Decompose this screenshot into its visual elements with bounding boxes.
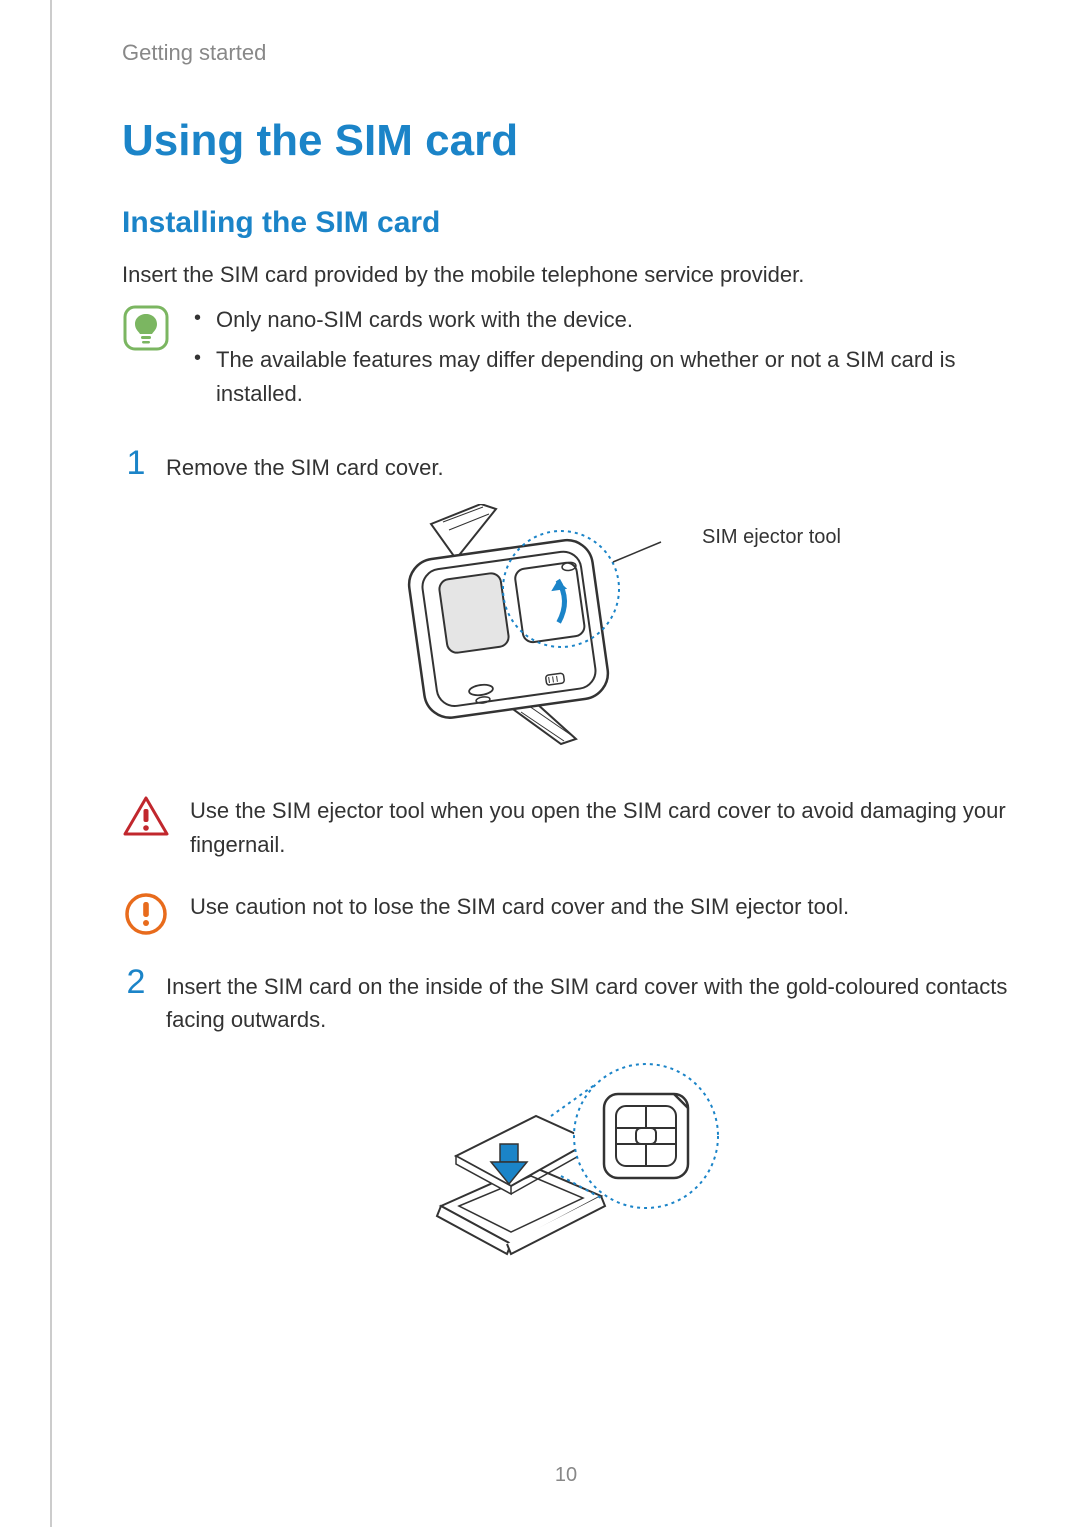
- sim-insert-illustration: [401, 1056, 731, 1286]
- figure-sim-insert: [122, 1056, 1010, 1286]
- step-number: 1: [122, 445, 150, 482]
- step-2: 2 Insert the SIM card on the inside of t…: [122, 964, 1010, 1036]
- note-icon: [122, 303, 170, 351]
- step-number: 2: [122, 964, 150, 1001]
- info-bullet: Only nano-SIM cards work with the device…: [190, 303, 1010, 337]
- caution-text: Use caution not to lose the SIM card cov…: [190, 890, 1010, 924]
- step-text: Remove the SIM card cover.: [166, 445, 1010, 484]
- caution-note: Use caution not to lose the SIM card cov…: [122, 890, 1010, 936]
- warning-text: Use the SIM ejector tool when you open t…: [190, 794, 1010, 862]
- step-1: 1 Remove the SIM card cover.: [122, 445, 1010, 484]
- caution-icon: [122, 890, 170, 936]
- page-title: Using the SIM card: [122, 116, 1010, 166]
- manual-page: Getting started Using the SIM card Insta…: [50, 0, 1080, 1527]
- intro-paragraph: Insert the SIM card provided by the mobi…: [122, 258, 1010, 291]
- callout-sim-ejector: SIM ejector tool: [702, 526, 841, 549]
- section-title: Installing the SIM card: [122, 206, 1010, 240]
- page-number: 10: [52, 1464, 1080, 1487]
- warning-icon: [122, 794, 170, 838]
- info-bullet: The available features may differ depend…: [190, 343, 1010, 411]
- info-note: Only nano-SIM cards work with the device…: [122, 303, 1010, 417]
- figure-sim-cover: SIM ejector tool: [122, 504, 1010, 764]
- step-text: Insert the SIM card on the inside of the…: [166, 964, 1010, 1036]
- warning-note: Use the SIM ejector tool when you open t…: [122, 794, 1010, 862]
- info-note-body: Only nano-SIM cards work with the device…: [190, 303, 1010, 417]
- breadcrumb: Getting started: [122, 40, 1010, 66]
